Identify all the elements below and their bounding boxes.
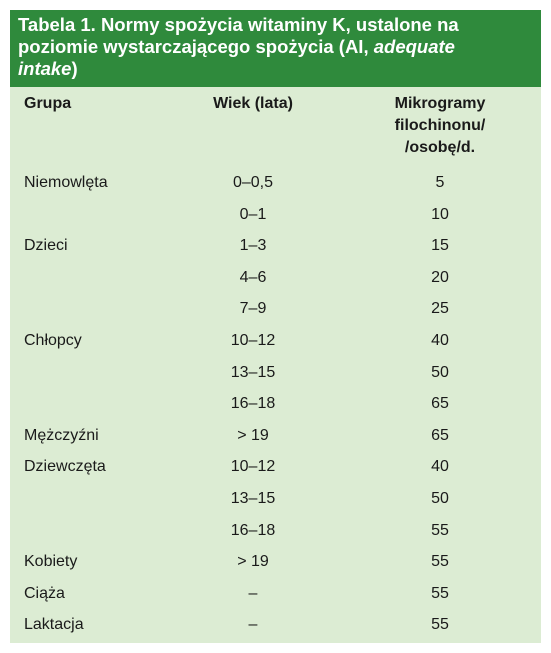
cell-value: 50: [431, 363, 449, 381]
cell-wiek: 13–15: [230, 490, 276, 507]
cell-wiek: 16–18: [230, 521, 276, 539]
table-row: Mężczyźni > 19 65: [10, 420, 541, 452]
cell-value: 50: [431, 490, 449, 507]
cell-value: 55: [431, 553, 449, 571]
header-mikrogramy-line-2: filochinonu/: [394, 117, 486, 134]
header-mikrogramy: Mikrogramy filochinonu/ /osobę/d.: [365, 93, 515, 159]
table-row: 16–18 65: [10, 388, 541, 420]
cell-value: 55: [431, 616, 449, 634]
cell-wiek: 0–1: [239, 205, 267, 223]
header-mikrogramy-line-3: /osobę/d.: [404, 139, 476, 156]
vitamin-k-table: Tabela 1. Normy spożycia witaminy K, ust…: [10, 10, 541, 643]
table-title: Tabela 1. Normy spożycia witaminy K, ust…: [10, 10, 541, 87]
cell-grupa: Chłopcy: [24, 332, 82, 349]
cell-value: 25: [431, 300, 449, 318]
cell-value: 65: [431, 395, 449, 413]
cell-grupa: Laktacja: [24, 616, 84, 634]
header-grupa: Grupa: [24, 95, 72, 112]
cell-wiek: 16–18: [230, 395, 276, 413]
title-line-2: poziomie wystarczającego spożycia (AI, a…: [18, 36, 533, 58]
cell-value: 55: [431, 584, 449, 602]
table-row: 16–18 55: [10, 515, 541, 547]
cell-wiek: 7–9: [239, 300, 267, 318]
table-row: 13–15 50: [10, 483, 541, 515]
cell-wiek: > 19: [237, 553, 269, 571]
cell-wiek: 10–12: [230, 332, 276, 349]
title-line-2-text: poziomie wystarczającego spożycia (AI,: [18, 36, 374, 57]
cell-wiek: > 19: [237, 426, 269, 444]
cell-grupa: Dzieci: [24, 237, 68, 255]
title-line-2-italic: adequate: [373, 36, 455, 57]
cell-wiek: 0–0,5: [232, 174, 274, 191]
cell-value: 40: [431, 458, 449, 476]
table-row: Kobiety > 19 55: [10, 546, 541, 578]
cell-grupa: Ciąża: [24, 584, 65, 602]
table-row: Dzieci 1–3 15: [10, 230, 541, 262]
cell-grupa: Dziewczęta: [24, 458, 106, 476]
header-wiek: Wiek (lata): [213, 95, 293, 112]
cell-wiek: 13–15: [230, 363, 276, 381]
cell-value: 5: [435, 174, 445, 191]
table-row: 7–9 25: [10, 293, 541, 325]
cell-value: 10: [431, 205, 449, 223]
title-line-1: Tabela 1. Normy spożycia witaminy K, ust…: [18, 14, 459, 35]
table-row: Laktacja – 55: [10, 609, 541, 641]
cell-grupa: Mężczyźni: [24, 426, 99, 444]
cell-grupa: Kobiety: [24, 553, 78, 571]
title-line-3-end: ): [71, 58, 78, 79]
cell-grupa: Niemowlęta: [24, 174, 108, 191]
title-line-3: intake): [18, 58, 533, 80]
title-line-3-italic: intake: [18, 58, 72, 79]
cell-wiek: –: [248, 584, 258, 602]
cell-value: 20: [431, 268, 449, 286]
cell-wiek: 10–12: [230, 458, 276, 476]
table-row: Dziewczęta 10–12 40: [10, 451, 541, 483]
header-mikrogramy-line-1: Mikrogramy: [394, 95, 486, 112]
table-row: 4–6 20: [10, 262, 541, 294]
table-row: 0–1 10: [10, 199, 541, 231]
cell-value: 65: [431, 426, 449, 444]
cell-wiek: 1–3: [239, 237, 267, 255]
cell-value: 15: [431, 237, 449, 255]
table-row: Chłopcy 10–12 40: [10, 325, 541, 357]
table-row: Ciąża – 55: [10, 578, 541, 610]
cell-wiek: –: [248, 616, 258, 634]
cell-value: 55: [431, 521, 449, 539]
cell-value: 40: [431, 332, 449, 349]
table-row: Niemowlęta 0–0,5 5: [10, 167, 541, 199]
cell-wiek: 4–6: [239, 268, 267, 286]
table-row: 13–15 50: [10, 357, 541, 389]
